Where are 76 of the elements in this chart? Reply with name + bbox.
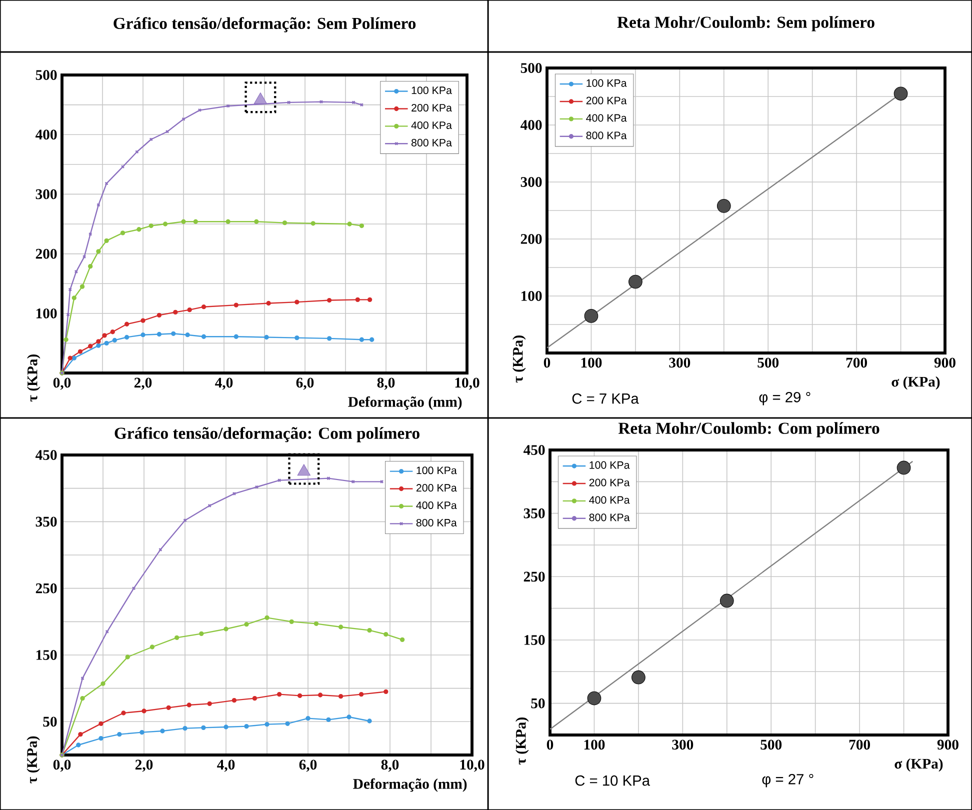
y-tick-label: 400 (520, 120, 542, 130)
y-axis-title: τ (KPa) (516, 718, 529, 765)
y-tick-label: 400 (36, 130, 57, 140)
x-tick-label: 900 (934, 358, 956, 368)
legend-label: 400 KPa (416, 501, 457, 510)
y-tick-label: 250 (524, 572, 545, 582)
x-tick-label: 0 (544, 358, 550, 368)
x-tick-label: 300 (672, 740, 694, 750)
legend-label: 400 KPa (586, 114, 627, 122)
x-tick-label: 4,0 (217, 760, 235, 772)
legend-label: 200 KPa (412, 104, 452, 112)
chart-title: Reta Mohr/Coulomb: Com polímero (618, 422, 880, 438)
y-tick-label: 500 (36, 70, 57, 80)
y-tick-label: 450 (36, 450, 57, 460)
y-tick-label: 500 (520, 63, 542, 73)
y-axis-title: τ (KPa) (26, 736, 40, 784)
x-tick-label: 700 (849, 740, 870, 750)
x-tick-label: 700 (846, 358, 867, 368)
x-tick-label: 900 (937, 740, 958, 750)
chart-title: Reta Mohr/Coulomb: Sem polímero (617, 16, 874, 32)
legend-label: 100 KPa (586, 79, 627, 87)
x-tick-label: 4,0 (215, 378, 233, 390)
x-tick-label: 6,0 (296, 378, 314, 390)
legend-label: 100 KPa (590, 461, 630, 469)
chart-title: Gráfico tensão/deformação: Sem Polímero (114, 17, 416, 32)
legend-label: 800 KPa (416, 518, 457, 526)
y-tick-label: 300 (520, 177, 542, 187)
legend-label: 200 KPa (416, 484, 457, 492)
x-tick-label: 0 (546, 740, 554, 750)
y-tick-label: 250 (36, 583, 57, 594)
y-tick-label: 100 (36, 308, 57, 318)
x-tick-label: 0,0 (53, 378, 71, 390)
x-tick-label: 500 (758, 358, 779, 368)
y-tick-label: 350 (524, 508, 545, 518)
x-tick-label: 0,0 (53, 760, 71, 772)
y-tick-label: 100 (521, 291, 542, 301)
y-axis-title: τ (KPa) (27, 354, 40, 402)
x-axis-title: Deformação (mm) (348, 396, 462, 410)
x-tick-label: 100 (584, 740, 605, 750)
x-tick-label: 2,0 (135, 760, 153, 772)
legend-label: 800 KPa (412, 138, 452, 146)
x-tick-label: 2,0 (134, 378, 152, 390)
chart-title: Gráfico tensão/deformação: Com polímero (114, 427, 420, 442)
legend-label: 400 KPa (589, 496, 630, 504)
y-tick-label: 350 (36, 516, 57, 527)
legend-label: 800 KPa (586, 132, 627, 140)
y-tick-label: 300 (36, 189, 57, 200)
x-tick-label: 8,0 (381, 760, 399, 772)
text: φ = 29 ° (759, 392, 810, 406)
text: C = 10 KPa (575, 775, 650, 786)
text: C = 7 KPa (572, 393, 639, 404)
x-axis-title: σ (KPa) (892, 376, 940, 390)
y-tick-label: 200 (36, 248, 57, 259)
x-tick-label: 300 (669, 358, 690, 368)
y-tick-label: 450 (524, 445, 545, 455)
x-tick-label: 8,0 (377, 378, 395, 390)
legend-label: 100 KPa (412, 86, 452, 94)
x-axis-title: Deformação (mm) (353, 778, 467, 792)
legend-label: 100 KPa (416, 466, 457, 474)
y-tick-label: 150 (524, 635, 545, 645)
legend-label: 200 KPa (589, 478, 630, 486)
legend-label: 400 KPa (411, 121, 452, 130)
legend-label: 800 KPa (589, 514, 630, 522)
x-tick-label: 6,0 (299, 760, 317, 772)
y-tick-label: 50 (531, 698, 545, 708)
x-tick-label: 500 (760, 740, 782, 750)
y-axis-title: τ (KPa) (512, 336, 526, 383)
x-tick-label: 10,0 (460, 760, 484, 772)
x-tick-label: 100 (581, 358, 602, 368)
text: φ = 27 ° (762, 774, 814, 788)
x-tick-label: 10,0 (455, 378, 480, 390)
x-axis-title: σ (KPa) (894, 758, 943, 772)
legend-label: 200 KPa (586, 96, 627, 104)
y-tick-label: 50 (43, 716, 57, 727)
y-tick-label: 150 (36, 650, 57, 660)
y-tick-label: 200 (520, 234, 542, 244)
